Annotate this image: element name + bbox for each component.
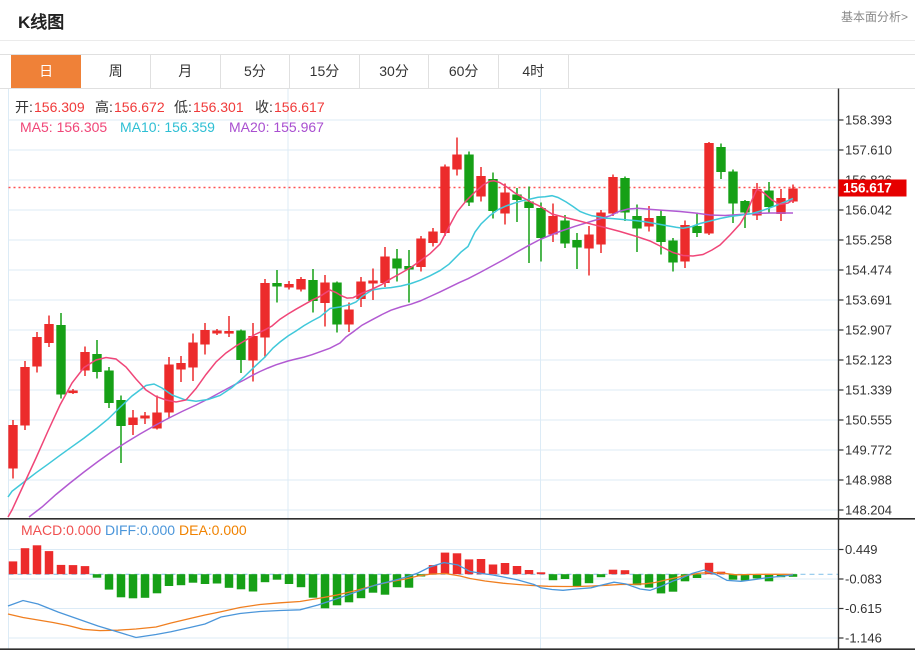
svg-text:155.258: 155.258 xyxy=(845,233,892,248)
svg-text:-0.083: -0.083 xyxy=(845,572,882,587)
svg-text:148.988: 148.988 xyxy=(845,473,892,488)
svg-text:158.393: 158.393 xyxy=(845,113,892,128)
svg-text:0.449: 0.449 xyxy=(845,542,878,557)
svg-text:148.204: 148.204 xyxy=(845,503,892,518)
svg-text:157.610: 157.610 xyxy=(845,143,892,158)
svg-text:156.042: 156.042 xyxy=(845,203,892,218)
svg-text:154.474: 154.474 xyxy=(845,263,892,278)
svg-text:151.339: 151.339 xyxy=(845,383,892,398)
svg-text:150.555: 150.555 xyxy=(845,413,892,428)
svg-text:-0.615: -0.615 xyxy=(845,601,882,616)
svg-text:152.907: 152.907 xyxy=(845,323,892,338)
svg-text:153.691: 153.691 xyxy=(845,293,892,308)
svg-text:156.617: 156.617 xyxy=(843,181,892,196)
svg-text:149.772: 149.772 xyxy=(845,443,892,458)
svg-text:-1.146: -1.146 xyxy=(845,631,882,646)
svg-text:152.123: 152.123 xyxy=(845,353,892,368)
